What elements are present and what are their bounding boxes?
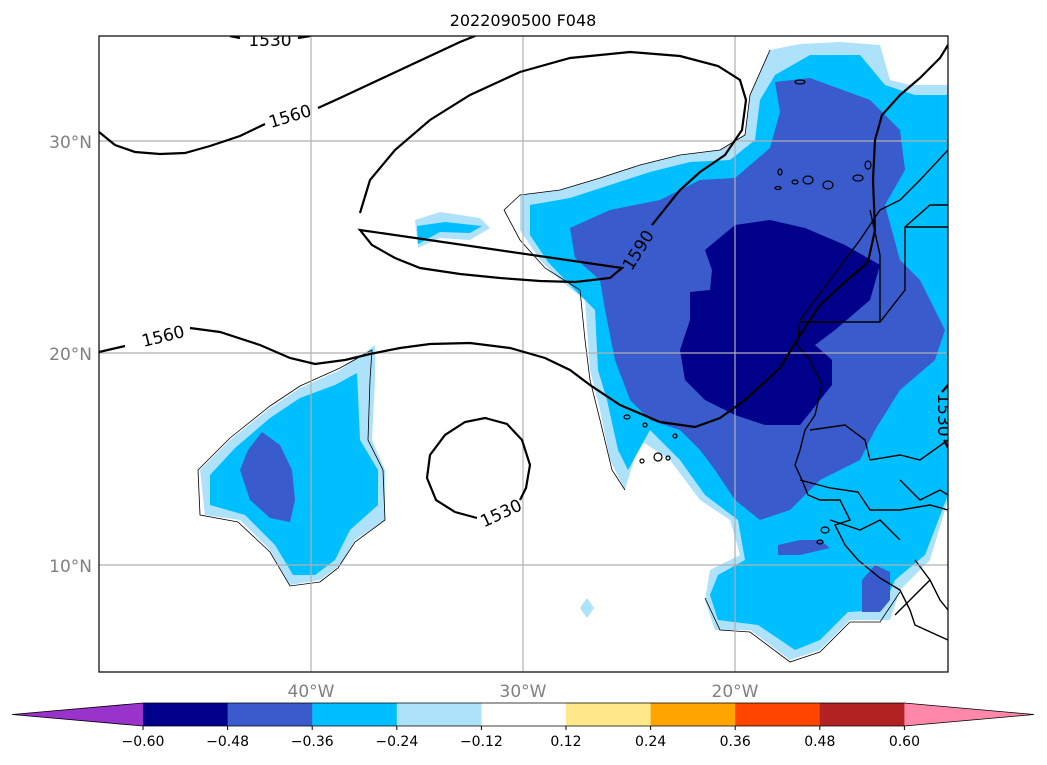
colorbar-tick-label: 0.24 xyxy=(635,734,666,750)
map-title: 2022090500 F048 xyxy=(450,11,597,30)
lon-label-40w: 40°W xyxy=(288,682,335,702)
colorbar-tick-label: −0.60 xyxy=(122,734,165,750)
colorbar-segment xyxy=(227,703,313,726)
anomaly-region-se2-blue xyxy=(862,565,890,612)
colorbar-segment xyxy=(819,703,905,726)
colorbar-extend-low xyxy=(12,703,143,726)
colorbar-tick-label: −0.24 xyxy=(375,734,418,750)
colorbar-tick-label: 0.12 xyxy=(550,734,581,750)
lon-label-30w: 30°W xyxy=(500,682,547,702)
anomaly-region-west-cyan xyxy=(210,373,378,575)
colorbar-tick-label: −0.12 xyxy=(460,734,503,750)
coastlines xyxy=(794,149,948,641)
colorbar: −0.60 −0.48 −0.36 −0.24 −0.12 0.12 0.24 0.36 0.4… xyxy=(11,702,1035,750)
colorbar-tick-label: −0.48 xyxy=(206,734,249,750)
anomaly-outline xyxy=(197,49,901,663)
colorbar-tick-label: 0.60 xyxy=(889,734,920,750)
anomaly-region-west-blue xyxy=(240,432,295,522)
longitude-labels: 40°W 30°W 20°W xyxy=(288,682,759,702)
colorbar-extend-high xyxy=(904,703,1034,726)
colorbar-segment xyxy=(481,703,567,726)
lat-label-30n: 30°N xyxy=(49,133,92,153)
contour-1530-right xyxy=(941,384,948,449)
lon-label-20w: 20°W xyxy=(712,682,759,702)
contour-label-1530-top: 1530 xyxy=(248,31,291,51)
anomaly-region-small-cyan xyxy=(417,222,482,244)
contour-1560-mid xyxy=(99,44,948,429)
latitude-labels: 30°N 20°N 10°N xyxy=(49,133,92,577)
contour-1560-upper xyxy=(99,36,476,156)
height-contours xyxy=(99,36,948,520)
colorbar-segment xyxy=(396,703,482,726)
colorbar-tick-label: −0.36 xyxy=(291,734,334,750)
anomaly-region-east-navy xyxy=(680,220,880,425)
contour-1530-circle xyxy=(425,416,532,520)
map-area: 1530 1560 1590 1560 1530 1530 xyxy=(99,31,953,672)
contour-label-1530-right: 1530 xyxy=(933,393,953,436)
colorbar-tick-label: 0.36 xyxy=(720,734,751,750)
map-frame xyxy=(98,35,949,673)
colorbar-segment xyxy=(735,703,821,726)
colorbar-segment xyxy=(312,703,398,726)
islands xyxy=(623,79,872,545)
colorbar-tick-label: 0.48 xyxy=(804,734,835,750)
lat-label-20n: 20°N xyxy=(49,345,92,365)
lat-label-10n: 10°N xyxy=(49,557,92,577)
colorbar-segment xyxy=(143,703,229,726)
colorbar-segment xyxy=(566,703,652,726)
anomaly-region-se-blue xyxy=(778,540,830,555)
anomaly-region-tiny-light xyxy=(580,598,594,618)
contour-1590 xyxy=(357,50,748,284)
colorbar-segment xyxy=(650,703,736,726)
